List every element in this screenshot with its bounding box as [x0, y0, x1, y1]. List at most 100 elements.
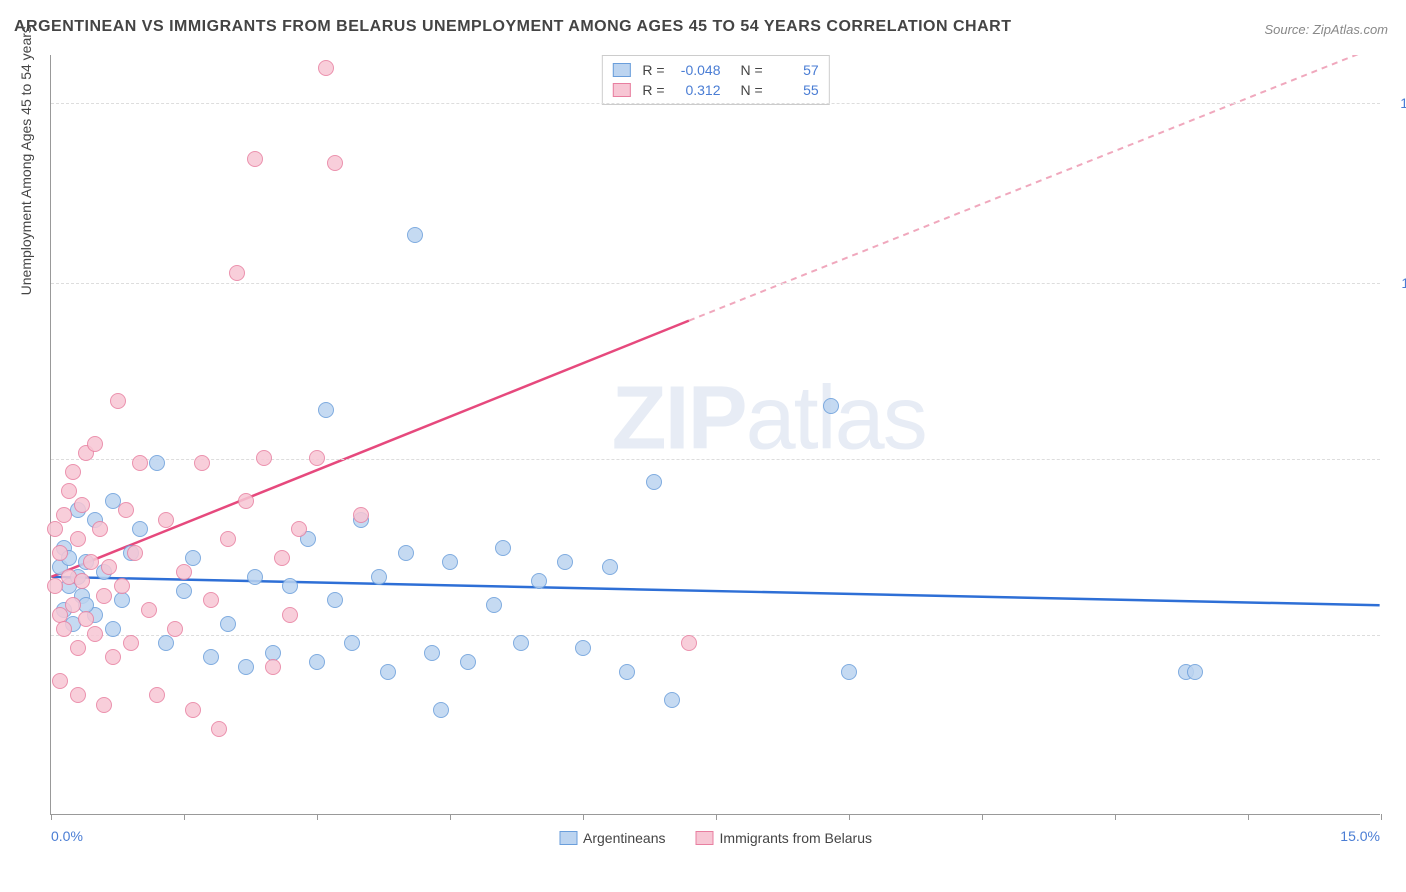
data-point — [274, 550, 290, 566]
data-point — [87, 436, 103, 452]
x-tick — [716, 814, 717, 820]
data-point — [486, 597, 502, 613]
y-tick-label: 15.0% — [1400, 95, 1406, 111]
data-point — [141, 602, 157, 618]
data-point — [185, 702, 201, 718]
data-point — [309, 450, 325, 466]
data-point — [247, 151, 263, 167]
data-point — [194, 455, 210, 471]
data-point — [495, 540, 511, 556]
data-point — [664, 692, 680, 708]
n-label: N = — [741, 82, 763, 98]
y-axis-title: Unemployment Among Ages 45 to 54 years — [18, 26, 34, 295]
data-point — [61, 483, 77, 499]
data-point — [238, 493, 254, 509]
data-point — [176, 564, 192, 580]
data-point — [318, 402, 334, 418]
legend-item: Argentineans — [559, 830, 666, 846]
data-point — [96, 697, 112, 713]
r-label: R = — [642, 82, 664, 98]
data-point — [56, 507, 72, 523]
r-value: -0.048 — [673, 62, 721, 78]
data-point — [309, 654, 325, 670]
legend-swatch — [559, 831, 577, 845]
x-axis-min-label: 0.0% — [51, 828, 83, 844]
x-tick — [184, 814, 185, 820]
data-point — [87, 626, 103, 642]
x-tick — [317, 814, 318, 820]
data-point — [132, 455, 148, 471]
data-point — [681, 635, 697, 651]
n-label: N = — [741, 62, 763, 78]
legend-stat-row: R =-0.048N =57 — [612, 60, 818, 80]
x-tick — [1115, 814, 1116, 820]
x-axis-max-label: 15.0% — [1340, 828, 1380, 844]
data-point — [105, 621, 121, 637]
x-tick — [982, 814, 983, 820]
legend-swatch — [696, 831, 714, 845]
data-point — [327, 155, 343, 171]
data-point — [105, 649, 121, 665]
data-point — [74, 573, 90, 589]
data-point — [110, 393, 126, 409]
data-point — [127, 545, 143, 561]
r-value: 0.312 — [673, 82, 721, 98]
data-point — [47, 521, 63, 537]
data-point — [211, 721, 227, 737]
data-point — [247, 569, 263, 585]
data-point — [56, 621, 72, 637]
source-label: Source: ZipAtlas.com — [1264, 22, 1388, 37]
data-point — [203, 592, 219, 608]
data-point — [229, 265, 245, 281]
data-point — [433, 702, 449, 718]
data-point — [92, 521, 108, 537]
data-point — [282, 607, 298, 623]
data-point — [74, 497, 90, 513]
data-point — [203, 649, 219, 665]
data-point — [318, 60, 334, 76]
data-point — [101, 559, 117, 575]
legend-swatch — [612, 83, 630, 97]
data-point — [149, 455, 165, 471]
data-point — [513, 635, 529, 651]
data-point — [70, 640, 86, 656]
data-point — [158, 635, 174, 651]
data-point — [265, 659, 281, 675]
data-point — [327, 592, 343, 608]
grid-line — [51, 459, 1380, 460]
data-point — [118, 502, 134, 518]
data-point — [823, 398, 839, 414]
data-point — [123, 635, 139, 651]
x-tick — [583, 814, 584, 820]
legend-stat-row: R = 0.312 N = 55 — [612, 80, 818, 100]
chart-title: ARGENTINEAN VS IMMIGRANTS FROM BELARUS U… — [14, 18, 1011, 36]
grid-line — [51, 283, 1380, 284]
trend-lines — [51, 55, 1380, 814]
data-point — [380, 664, 396, 680]
data-point — [220, 531, 236, 547]
x-tick — [51, 814, 52, 820]
y-tick-label: 11.2% — [1401, 275, 1406, 291]
plot-area: ZIPatlas R =-0.048N =57R =0.312N =55 Arg… — [50, 55, 1380, 815]
data-point — [344, 635, 360, 651]
n-value: 57 — [771, 62, 819, 78]
data-point — [132, 521, 148, 537]
data-point — [256, 450, 272, 466]
grid-line — [51, 635, 1380, 636]
data-point — [83, 554, 99, 570]
data-point — [70, 531, 86, 547]
data-point — [149, 687, 165, 703]
data-point — [398, 545, 414, 561]
n-value: 55 — [771, 82, 819, 98]
data-point — [282, 578, 298, 594]
data-point — [531, 573, 547, 589]
x-tick — [1248, 814, 1249, 820]
data-point — [1187, 664, 1203, 680]
data-point — [291, 521, 307, 537]
data-point — [114, 592, 130, 608]
data-point — [158, 512, 174, 528]
x-tick — [450, 814, 451, 820]
grid-line — [51, 103, 1380, 104]
legend-swatch — [612, 63, 630, 77]
data-point — [114, 578, 130, 594]
